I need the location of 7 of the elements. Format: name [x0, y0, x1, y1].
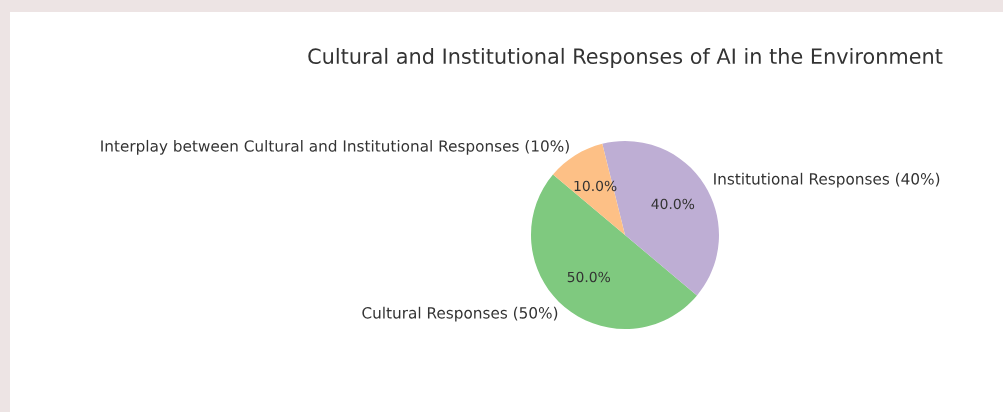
- chart-title: Cultural and Institutional Responses of AI in the Environment: [308, 47, 943, 69]
- data-label: 50.0%: [567, 271, 611, 283]
- slice-label: Interplay between Cultural and Institutional Responses (10%): [101, 139, 569, 155]
- slice-label: Cultural Responses (50%): [362, 306, 558, 322]
- slice-label: Institutional Responses (40%): [714, 172, 940, 188]
- data-label: 40.0%: [651, 198, 695, 210]
- data-label: 10.0%: [574, 180, 617, 192]
